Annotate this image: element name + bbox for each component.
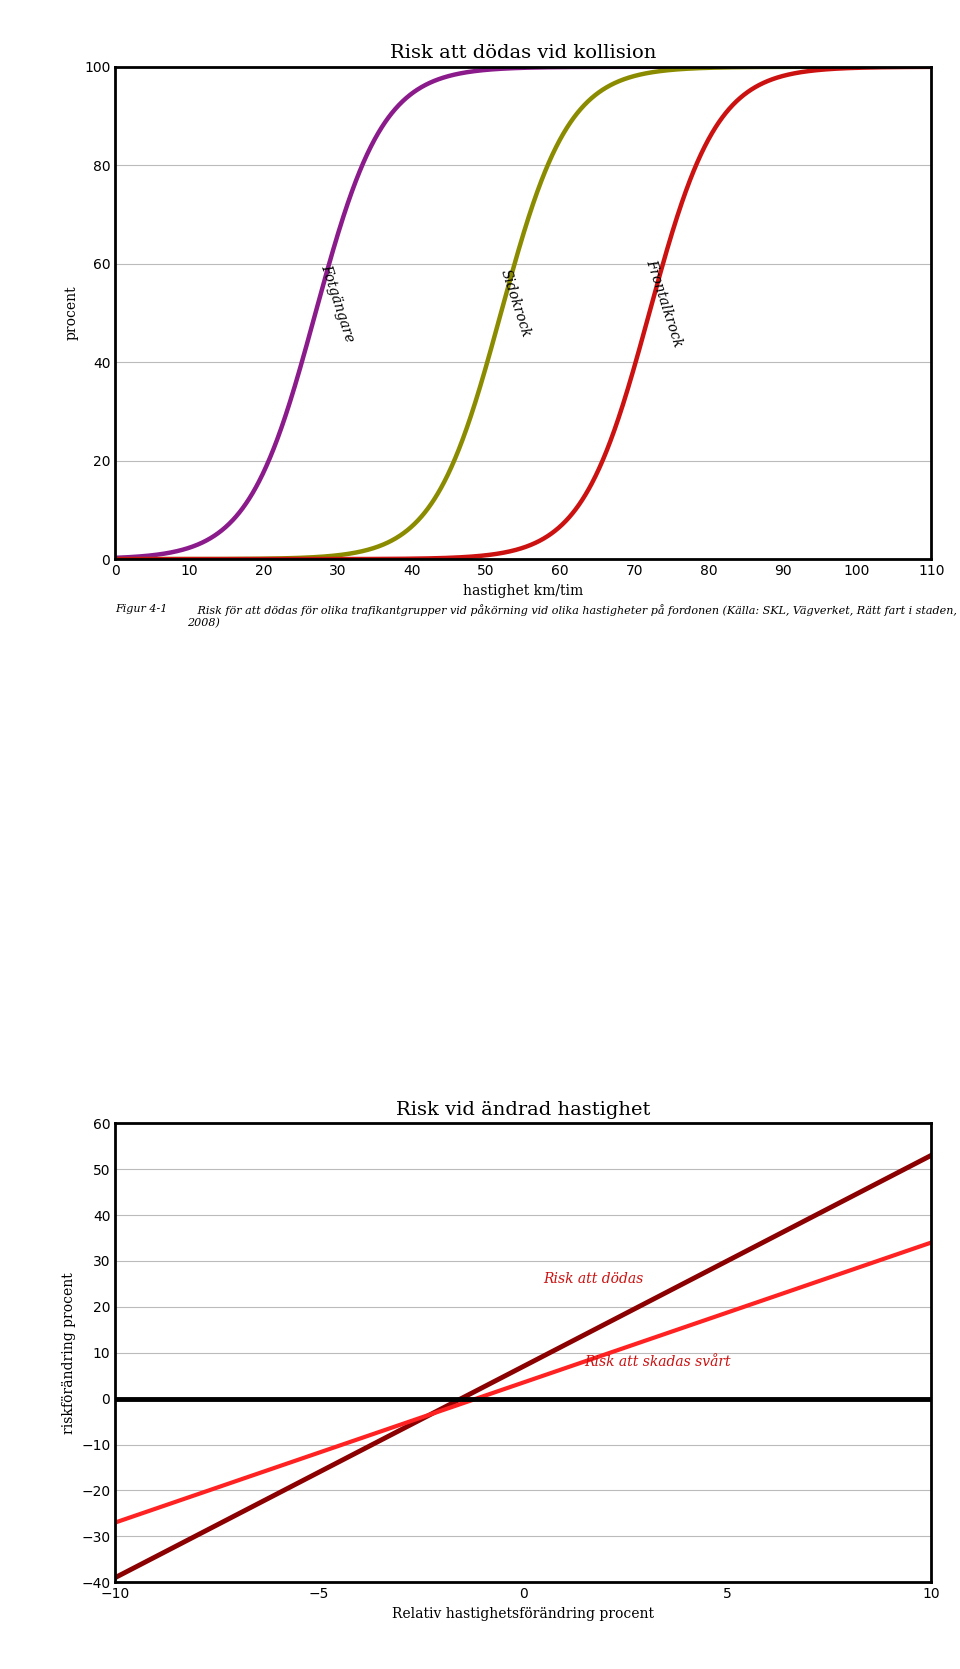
X-axis label: hastighet km/tim: hastighet km/tim bbox=[463, 584, 584, 598]
Text: Risk att skadas svårt: Risk att skadas svårt bbox=[585, 1355, 731, 1369]
X-axis label: Relativ hastighetsförändring procent: Relativ hastighetsförändring procent bbox=[393, 1607, 654, 1621]
Y-axis label: procent: procent bbox=[64, 285, 79, 340]
Title: Risk att dödas vid kollision: Risk att dödas vid kollision bbox=[390, 45, 657, 62]
Title: Risk vid ändrad hastighet: Risk vid ändrad hastighet bbox=[396, 1102, 650, 1118]
Y-axis label: riskförändring procent: riskförändring procent bbox=[61, 1272, 76, 1434]
Text: Risk för att dödas för olika trafikantgrupper vid påkörning vid olika hastighete: Risk för att dödas för olika trafikantgr… bbox=[187, 604, 957, 628]
Text: Sidokrock: Sidokrock bbox=[498, 267, 534, 339]
Text: Risk att dödas: Risk att dödas bbox=[543, 1272, 644, 1287]
Text: Frontalkrock: Frontalkrock bbox=[643, 257, 684, 349]
Text: Figur 4-1: Figur 4-1 bbox=[115, 604, 168, 614]
Text: Fotgängare: Fotgängare bbox=[319, 262, 357, 344]
